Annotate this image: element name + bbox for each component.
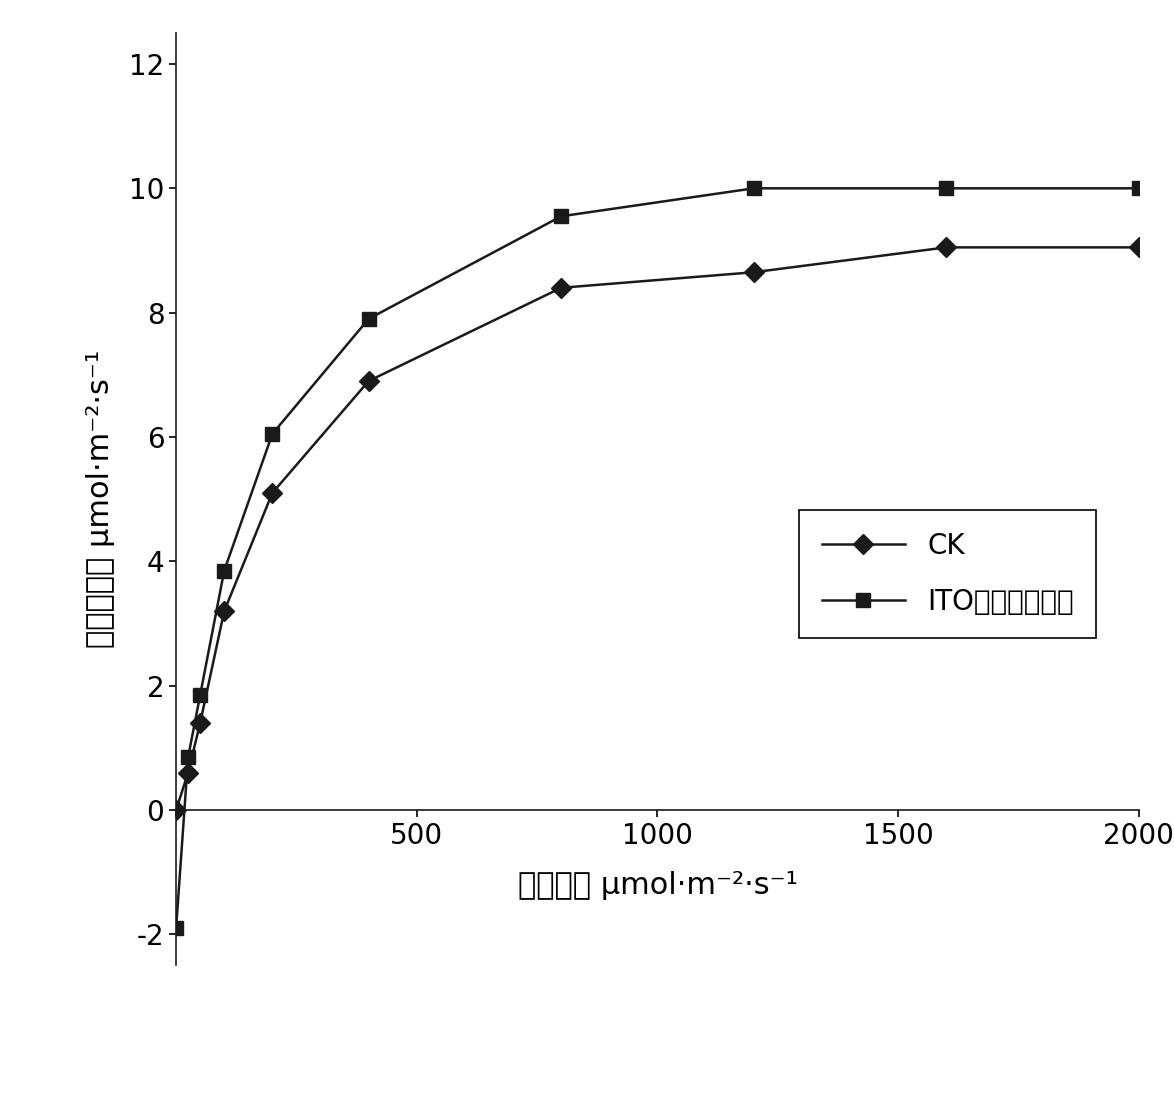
ITO纳米粒子溶胶 [939,182,953,195]
ITO纳米粒子溶胶 [181,750,195,764]
CK [747,265,761,279]
Legend: CK, ITO纳米粒子溶胶: CK, ITO纳米粒子溶胶 [799,510,1097,637]
CK [217,604,231,618]
ITO纳米粒子溶胶 [554,210,568,223]
CK [265,486,279,499]
CK [181,766,195,779]
X-axis label: 光照强度 μmol·m⁻²·s⁻¹: 光照强度 μmol·m⁻²·s⁻¹ [518,871,797,900]
ITO纳米粒子溶胶 [217,564,231,577]
CK [169,803,183,816]
Y-axis label: 净光合速率 μmol·m⁻²·s⁻¹: 净光合速率 μmol·m⁻²·s⁻¹ [86,350,115,648]
CK [1132,241,1146,255]
ITO纳米粒子溶胶 [169,921,183,935]
ITO纳米粒子溶胶 [1132,182,1146,195]
CK [362,374,376,387]
ITO纳米粒子溶胶 [747,182,761,195]
ITO纳米粒子溶胶 [265,428,279,441]
CK [193,716,208,730]
CK [939,241,953,255]
CK [554,281,568,294]
ITO纳米粒子溶胶 [193,689,208,702]
Line: CK: CK [169,240,1146,817]
ITO纳米粒子溶胶 [362,313,376,326]
Line: ITO纳米粒子溶胶: ITO纳米粒子溶胶 [169,181,1146,935]
